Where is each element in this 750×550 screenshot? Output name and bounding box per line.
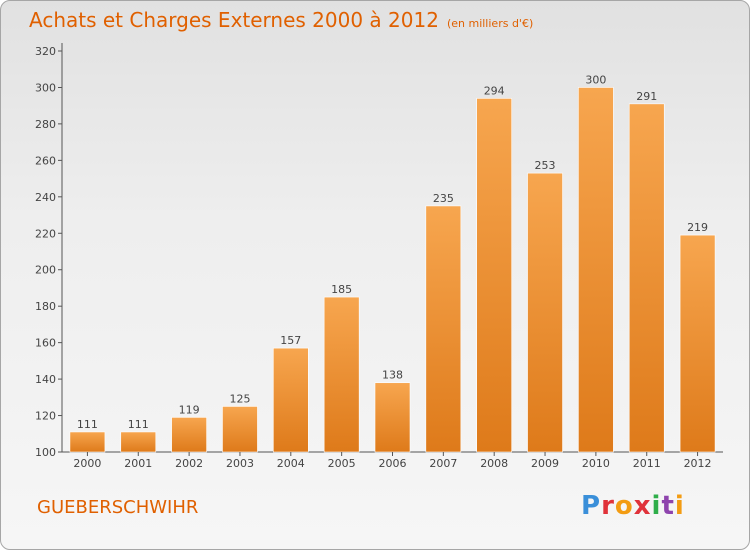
- y-tick-label: 220: [35, 227, 56, 240]
- y-tick-label: 200: [35, 264, 56, 277]
- x-tick-label-2002: 2002: [175, 457, 203, 470]
- logo-letter: P: [581, 491, 602, 521]
- y-tick-label: 300: [35, 81, 56, 94]
- y-tick-label: 280: [35, 118, 56, 131]
- logo-letter: i: [674, 491, 685, 521]
- x-tick-label-2009: 2009: [531, 457, 559, 470]
- bar-2003: [222, 406, 258, 453]
- logo-letter: i: [651, 491, 662, 521]
- value-label-2003: 125: [229, 392, 250, 405]
- value-label-2005: 185: [331, 283, 352, 296]
- x-tick-label-2004: 2004: [277, 457, 305, 470]
- bar-2004: [273, 347, 309, 453]
- value-label-2006: 138: [382, 369, 403, 382]
- value-label-2008: 294: [484, 84, 505, 97]
- y-tick-label: 140: [35, 373, 56, 386]
- logo-letter: o: [614, 491, 634, 521]
- y-tick-label: 240: [35, 191, 56, 204]
- value-label-2000: 111: [77, 418, 98, 431]
- bar-2012: [679, 234, 716, 453]
- value-label-2010: 300: [585, 73, 606, 86]
- bar-2005: [323, 296, 360, 453]
- bar-2011: [628, 103, 665, 453]
- x-tick-label-2008: 2008: [480, 457, 508, 470]
- x-tick-label-2000: 2000: [73, 457, 101, 470]
- bar-2007: [425, 205, 462, 453]
- bar-2002: [171, 417, 207, 453]
- y-tick-label: 260: [35, 154, 56, 167]
- proxiti-logo: Proxiti: [581, 491, 685, 521]
- logo-letter: t: [661, 491, 675, 521]
- x-tick-label-2007: 2007: [429, 457, 457, 470]
- bar-2010: [578, 87, 614, 453]
- y-tick-label: 180: [35, 300, 56, 313]
- logo-letter: r: [601, 491, 615, 521]
- x-tick-label-2012: 2012: [684, 457, 712, 470]
- y-tick-label: 320: [35, 45, 56, 58]
- x-tick-label-2006: 2006: [379, 457, 407, 470]
- x-tick-label-2010: 2010: [582, 457, 610, 470]
- bar-2009: [527, 172, 563, 453]
- value-label-2001: 111: [128, 418, 149, 431]
- y-tick-label: 100: [35, 446, 56, 459]
- value-label-2009: 253: [535, 159, 556, 172]
- x-tick-label-2001: 2001: [124, 457, 152, 470]
- value-label-2012: 219: [687, 221, 708, 234]
- value-label-2004: 157: [280, 334, 301, 347]
- x-tick-label-2005: 2005: [328, 457, 356, 470]
- bar-2000: [69, 431, 106, 453]
- x-tick-label-2011: 2011: [633, 457, 661, 470]
- chart-title-text: Achats et Charges Externes 2000 à 2012: [29, 8, 439, 32]
- bar-2006: [374, 382, 411, 453]
- value-label-2002: 119: [179, 403, 200, 416]
- commune-name: GUEBERSCHWIHR: [37, 497, 199, 518]
- chart-subtitle: (en milliers d'€): [446, 17, 534, 30]
- bar-2008: [476, 98, 512, 453]
- value-label-2007: 235: [433, 192, 454, 205]
- logo-letter: x: [633, 491, 652, 521]
- y-tick-label: 120: [35, 410, 56, 423]
- x-tick-label-2003: 2003: [226, 457, 254, 470]
- bar-2001: [120, 431, 157, 453]
- y-tick-label: 160: [35, 337, 56, 350]
- value-label-2011: 291: [636, 90, 657, 103]
- chart-title: Achats et Charges Externes 2000 à 2012 (e…: [29, 8, 533, 32]
